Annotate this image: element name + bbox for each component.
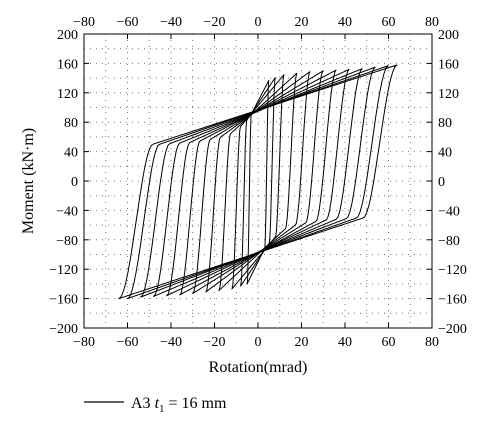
y-tick-label-right: −160: [438, 293, 467, 308]
tick-labels: −80−80−60−60−40−40−20−200020204040606080…: [49, 15, 467, 350]
x-tick-label-bottom: 20: [295, 335, 309, 350]
y-tick-label-right: 0: [438, 175, 445, 190]
y-tick-label-right: −40: [438, 204, 460, 219]
legend-main: A3: [131, 395, 155, 412]
y-tick-label-right: 80: [438, 116, 452, 131]
hysteresis-loop-12: [118, 64, 398, 300]
hysteresis-loop-4: [218, 72, 298, 291]
grid: [84, 34, 432, 328]
y-tick-label-right: 120: [438, 87, 459, 102]
y-tick-label-left: 80: [64, 116, 78, 131]
y-tick-label-right: 160: [438, 57, 459, 72]
x-tick-label-bottom: −40: [160, 335, 182, 350]
hysteresis-loop-7: [179, 69, 337, 296]
legend-rest: = 16 mm: [165, 395, 227, 412]
hysteresis-loop-9: [153, 68, 363, 297]
x-tick-label-bottom: 40: [338, 335, 352, 350]
y-tick-label-left: 160: [57, 57, 78, 72]
x-tick-label-top: 60: [382, 15, 396, 30]
y-tick-label-right: −200: [438, 322, 467, 337]
x-tick-label-bottom: −20: [204, 335, 226, 350]
x-tick-label-top: −60: [117, 15, 139, 30]
x-axis-title: Rotation(mrad): [209, 359, 308, 376]
x-tick-label-top: 40: [338, 15, 352, 30]
y-tick-label-left: 0: [71, 175, 78, 190]
hysteresis-loop-5: [205, 71, 311, 293]
x-tick-label-bottom: −80: [73, 335, 95, 350]
y-tick-label-right: −120: [438, 263, 467, 278]
hysteresis-loop-8: [166, 68, 350, 297]
legend-subscript: 1: [159, 403, 165, 415]
y-tick-label-left: −160: [49, 293, 78, 308]
x-tick-label-bottom: −60: [117, 335, 139, 350]
y-tick-label-left: −200: [49, 322, 78, 337]
x-tick-label-top: 20: [295, 15, 309, 30]
y-axis-title: Moment (kN·m): [20, 128, 37, 234]
y-tick-label-right: 40: [438, 146, 452, 161]
x-tick-label-top: −20: [204, 15, 226, 30]
plot-area: [118, 64, 398, 300]
x-tick-label-top: 0: [255, 15, 262, 30]
x-tick-label-bottom: 0: [255, 335, 262, 350]
x-tick-label-bottom: 60: [382, 335, 396, 350]
y-tick-label-left: 120: [57, 87, 78, 102]
hysteresis-loop-10: [140, 66, 376, 298]
x-tick-label-top: 80: [425, 15, 439, 30]
y-tick-label-right: 200: [438, 28, 459, 43]
ticks: [83, 33, 433, 329]
y-tick-label-left: −40: [56, 204, 78, 219]
x-tick-label-bottom: 80: [425, 335, 439, 350]
hysteresis-loop-6: [192, 70, 324, 294]
legend-var: t: [155, 395, 160, 412]
legend: A3 t1 = 16 mm: [84, 395, 227, 415]
y-tick-label-left: 40: [64, 146, 78, 161]
y-tick-label-left: −80: [56, 234, 78, 249]
y-tick-label-right: −80: [438, 234, 460, 249]
legend-entry-a3: A3 t1 = 16 mm: [131, 395, 227, 415]
x-tick-label-top: −80: [73, 15, 95, 30]
y-tick-label-left: −120: [49, 263, 78, 278]
y-tick-label-left: 200: [57, 28, 78, 43]
x-tick-label-top: −40: [160, 15, 182, 30]
